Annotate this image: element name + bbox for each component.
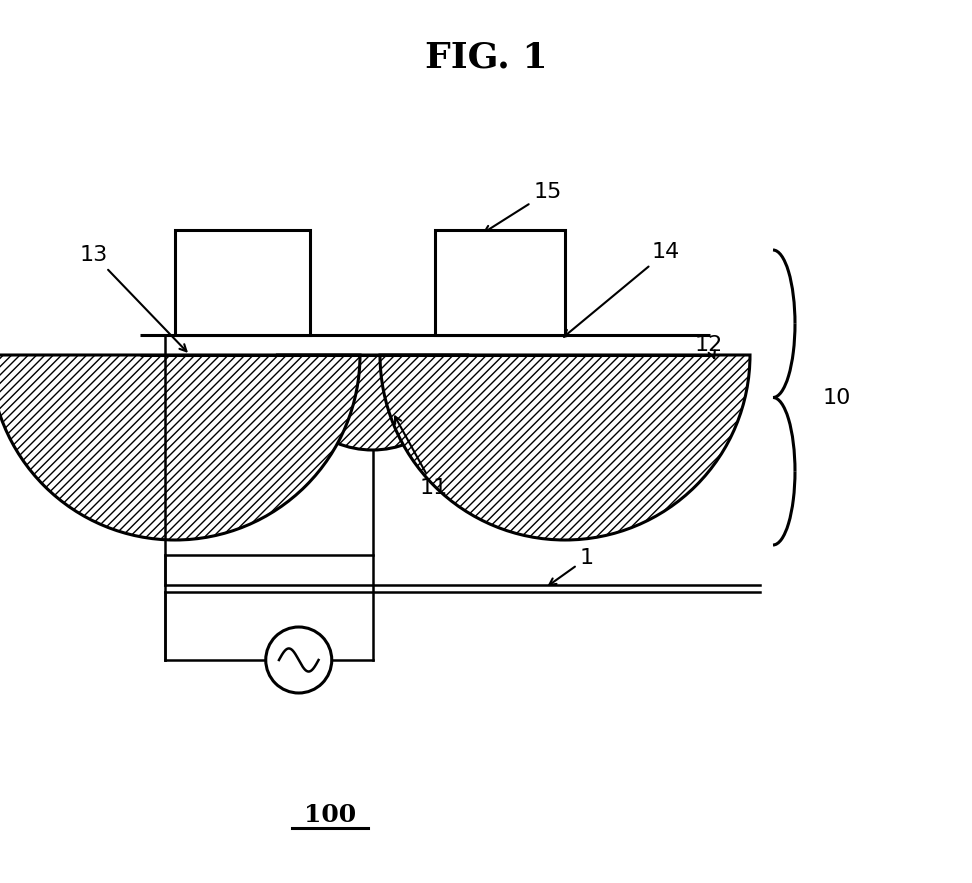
Text: 10: 10 xyxy=(823,388,851,407)
Circle shape xyxy=(265,627,331,693)
Text: 100: 100 xyxy=(304,803,356,827)
Text: 1: 1 xyxy=(549,548,594,585)
Wedge shape xyxy=(277,355,468,450)
Polygon shape xyxy=(175,230,310,335)
Wedge shape xyxy=(0,355,360,540)
Polygon shape xyxy=(435,230,565,335)
Text: 15: 15 xyxy=(484,182,562,232)
Text: 12: 12 xyxy=(695,335,723,358)
Text: FIG. 1: FIG. 1 xyxy=(425,41,547,75)
Wedge shape xyxy=(380,355,750,540)
Text: 13: 13 xyxy=(80,245,187,351)
Text: 14: 14 xyxy=(564,242,680,336)
Text: 11: 11 xyxy=(395,417,448,498)
